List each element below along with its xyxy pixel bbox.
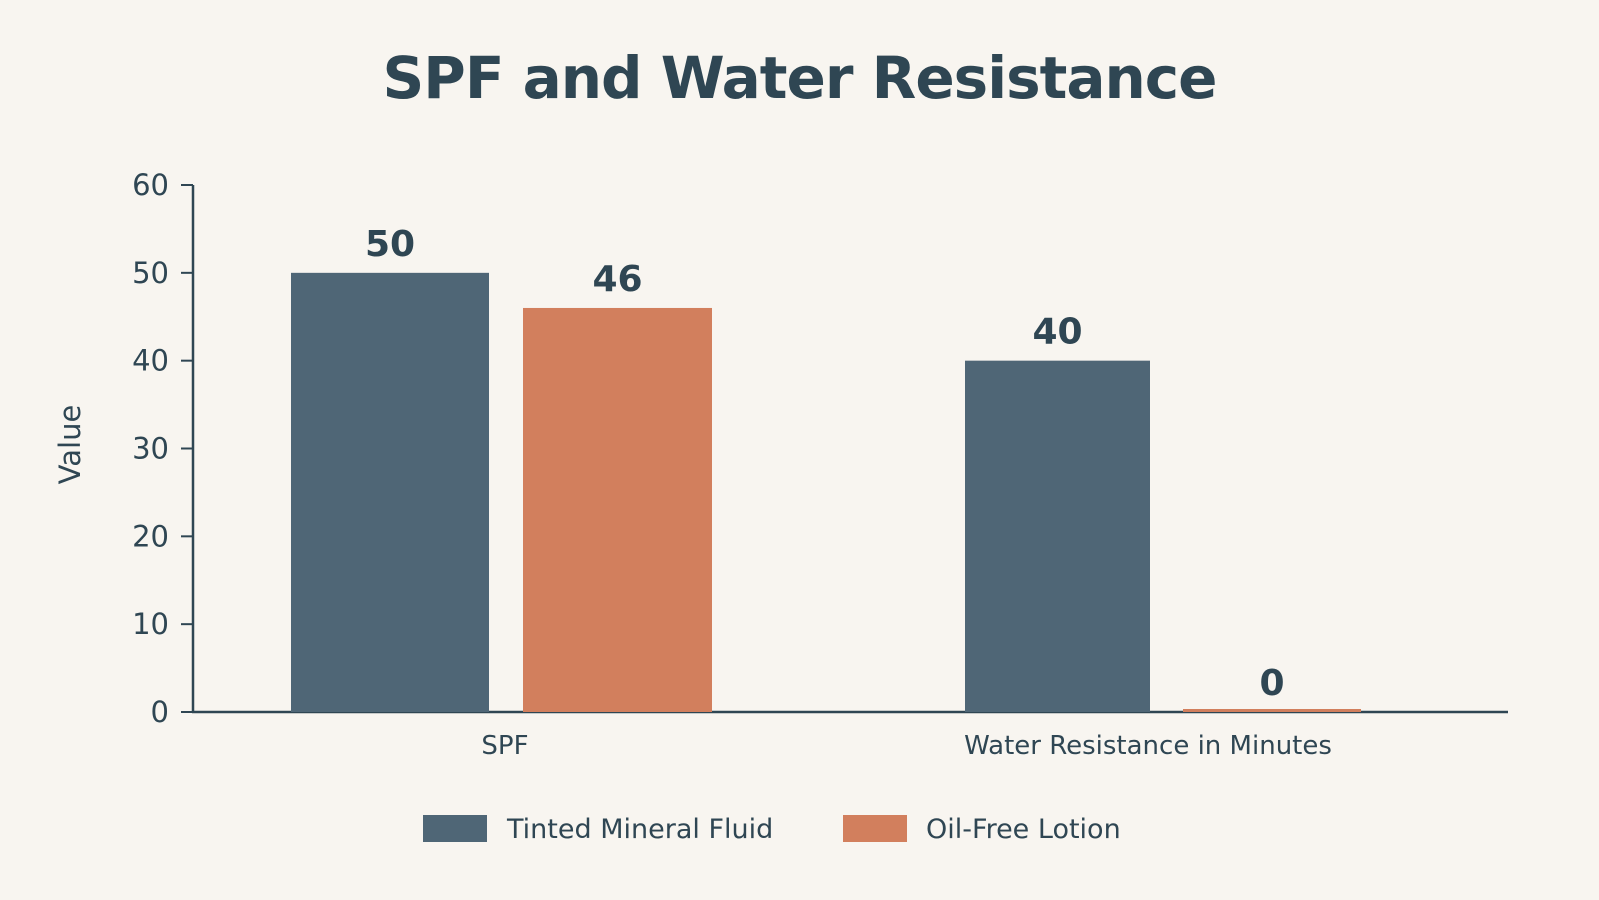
x-category-label: Water Resistance in Minutes: [964, 731, 1332, 761]
bar-data-label: 0: [1259, 663, 1284, 704]
bar-tinted-mineral-fluid: [291, 272, 489, 712]
legend-swatch: [843, 815, 907, 842]
bar-oil-free-lotion: [1183, 709, 1361, 712]
y-tick-label: 60: [132, 168, 169, 202]
bar-data-label: 50: [365, 224, 415, 265]
y-tick-label: 10: [132, 607, 169, 641]
legend-label: Oil-Free Lotion: [926, 814, 1121, 845]
bar-oil-free-lotion: [523, 307, 712, 712]
bar-data-label: 46: [592, 259, 642, 300]
y-axis-title: Value: [53, 405, 87, 485]
y-tick-label: 40: [132, 344, 169, 378]
chart-title: SPF and Water Resistance: [382, 44, 1218, 112]
legend-label: Tinted Mineral Fluid: [506, 814, 773, 845]
bar-data-label: 40: [1032, 312, 1082, 353]
y-tick-label: 30: [132, 432, 169, 466]
bar-tinted-mineral-fluid: [965, 360, 1150, 712]
y-tick-label: 0: [151, 695, 169, 729]
x-category-label: SPF: [481, 731, 528, 761]
y-tick-label: 50: [132, 256, 169, 290]
legend-swatch: [423, 815, 487, 842]
y-tick-label: 20: [132, 519, 169, 553]
